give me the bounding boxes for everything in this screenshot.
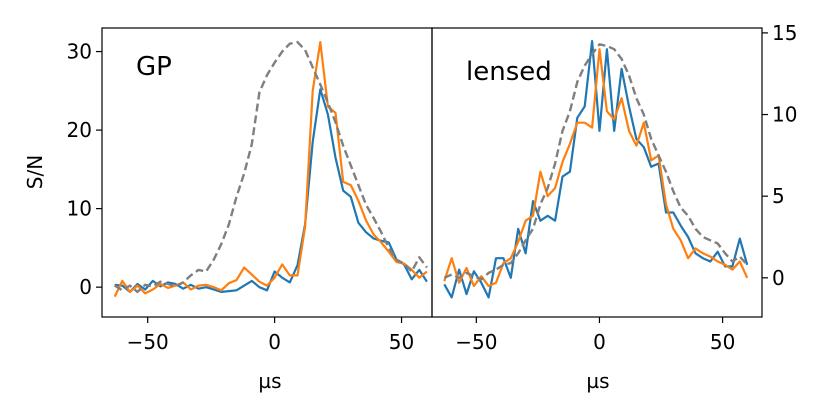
y-tick-label: 30 bbox=[67, 40, 92, 64]
y-ticks-lensed: 0 5 10 15 bbox=[762, 21, 797, 290]
x-ticks-lensed: −50 0 50 bbox=[455, 317, 735, 354]
x-tick-label: 0 bbox=[593, 330, 606, 354]
series-line-gp-dashed bbox=[114, 40, 428, 294]
y-axis-label: S/N bbox=[23, 155, 47, 189]
series-lines-lensed bbox=[443, 39, 749, 299]
series-line-gp-blue bbox=[114, 88, 428, 293]
y-tick-label: 0 bbox=[772, 266, 785, 290]
x-tick-label: −50 bbox=[455, 330, 497, 354]
x-tick-label: 0 bbox=[268, 330, 281, 354]
y-ticks-gp: 0 10 20 30 bbox=[67, 40, 102, 299]
panel-gp: −50 0 50 0 10 20 30 GP µs S/N bbox=[23, 27, 433, 393]
x-ticks-gp: −50 0 50 bbox=[127, 317, 414, 354]
axes-frame-lensed bbox=[431, 27, 763, 318]
x-tick-label: 50 bbox=[710, 330, 735, 354]
panel-label-gp: GP bbox=[136, 52, 172, 82]
series-line-lensed-dashed bbox=[443, 43, 749, 281]
x-tick-label: −50 bbox=[127, 330, 169, 354]
y-tick-label: 0 bbox=[79, 275, 92, 299]
y-tick-label: 10 bbox=[772, 103, 797, 127]
y-tick-label: 10 bbox=[67, 197, 92, 221]
y-tick-label: 20 bbox=[67, 118, 92, 142]
series-line-lensed-orange bbox=[443, 48, 749, 288]
x-axis-label-lensed: µs bbox=[586, 369, 609, 393]
series-line-gp-orange bbox=[113, 40, 428, 298]
x-axis-label-gp: µs bbox=[258, 369, 281, 393]
panel-label-lensed: lensed bbox=[466, 57, 552, 87]
panel-lensed: −50 0 50 0 5 10 15 lensed µs bbox=[431, 21, 797, 393]
x-tick-label: 50 bbox=[389, 330, 414, 354]
y-tick-label: 15 bbox=[772, 21, 797, 45]
y-tick-label: 5 bbox=[772, 184, 785, 208]
series-lines-gp bbox=[113, 40, 428, 298]
